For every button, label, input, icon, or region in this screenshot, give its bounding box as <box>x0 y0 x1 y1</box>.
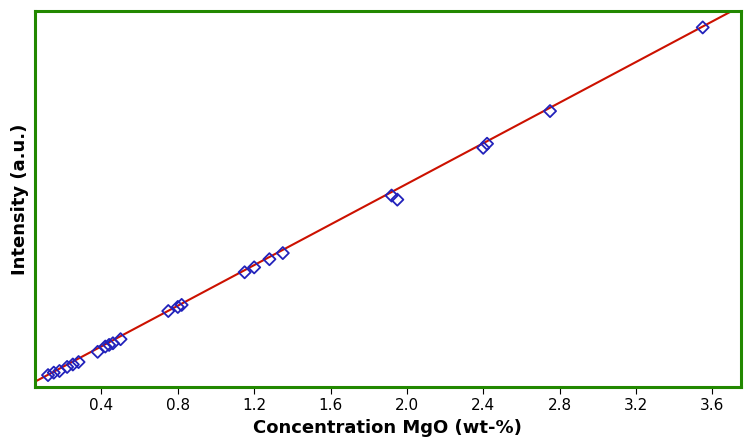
Point <box>53 367 65 375</box>
Point <box>481 140 493 147</box>
Point <box>171 303 183 310</box>
Point <box>248 264 260 271</box>
Point <box>176 302 188 309</box>
Point <box>391 196 403 203</box>
Point <box>478 144 490 151</box>
Point <box>92 348 104 355</box>
Point <box>61 363 73 370</box>
Point <box>544 108 556 115</box>
X-axis label: Concentration MgO (wt-%): Concentration MgO (wt-%) <box>253 419 522 437</box>
Point <box>67 361 79 368</box>
Point <box>162 307 174 314</box>
Point <box>263 256 275 263</box>
Point <box>47 369 59 376</box>
Point <box>99 343 111 350</box>
Point <box>696 24 708 31</box>
Point <box>72 358 84 366</box>
Point <box>238 269 250 276</box>
Point <box>42 371 54 379</box>
Point <box>277 250 289 257</box>
Point <box>103 341 115 349</box>
Y-axis label: Intensity (a.u.): Intensity (a.u.) <box>11 123 29 275</box>
Point <box>107 340 119 347</box>
Point <box>114 336 126 343</box>
Point <box>386 192 398 199</box>
